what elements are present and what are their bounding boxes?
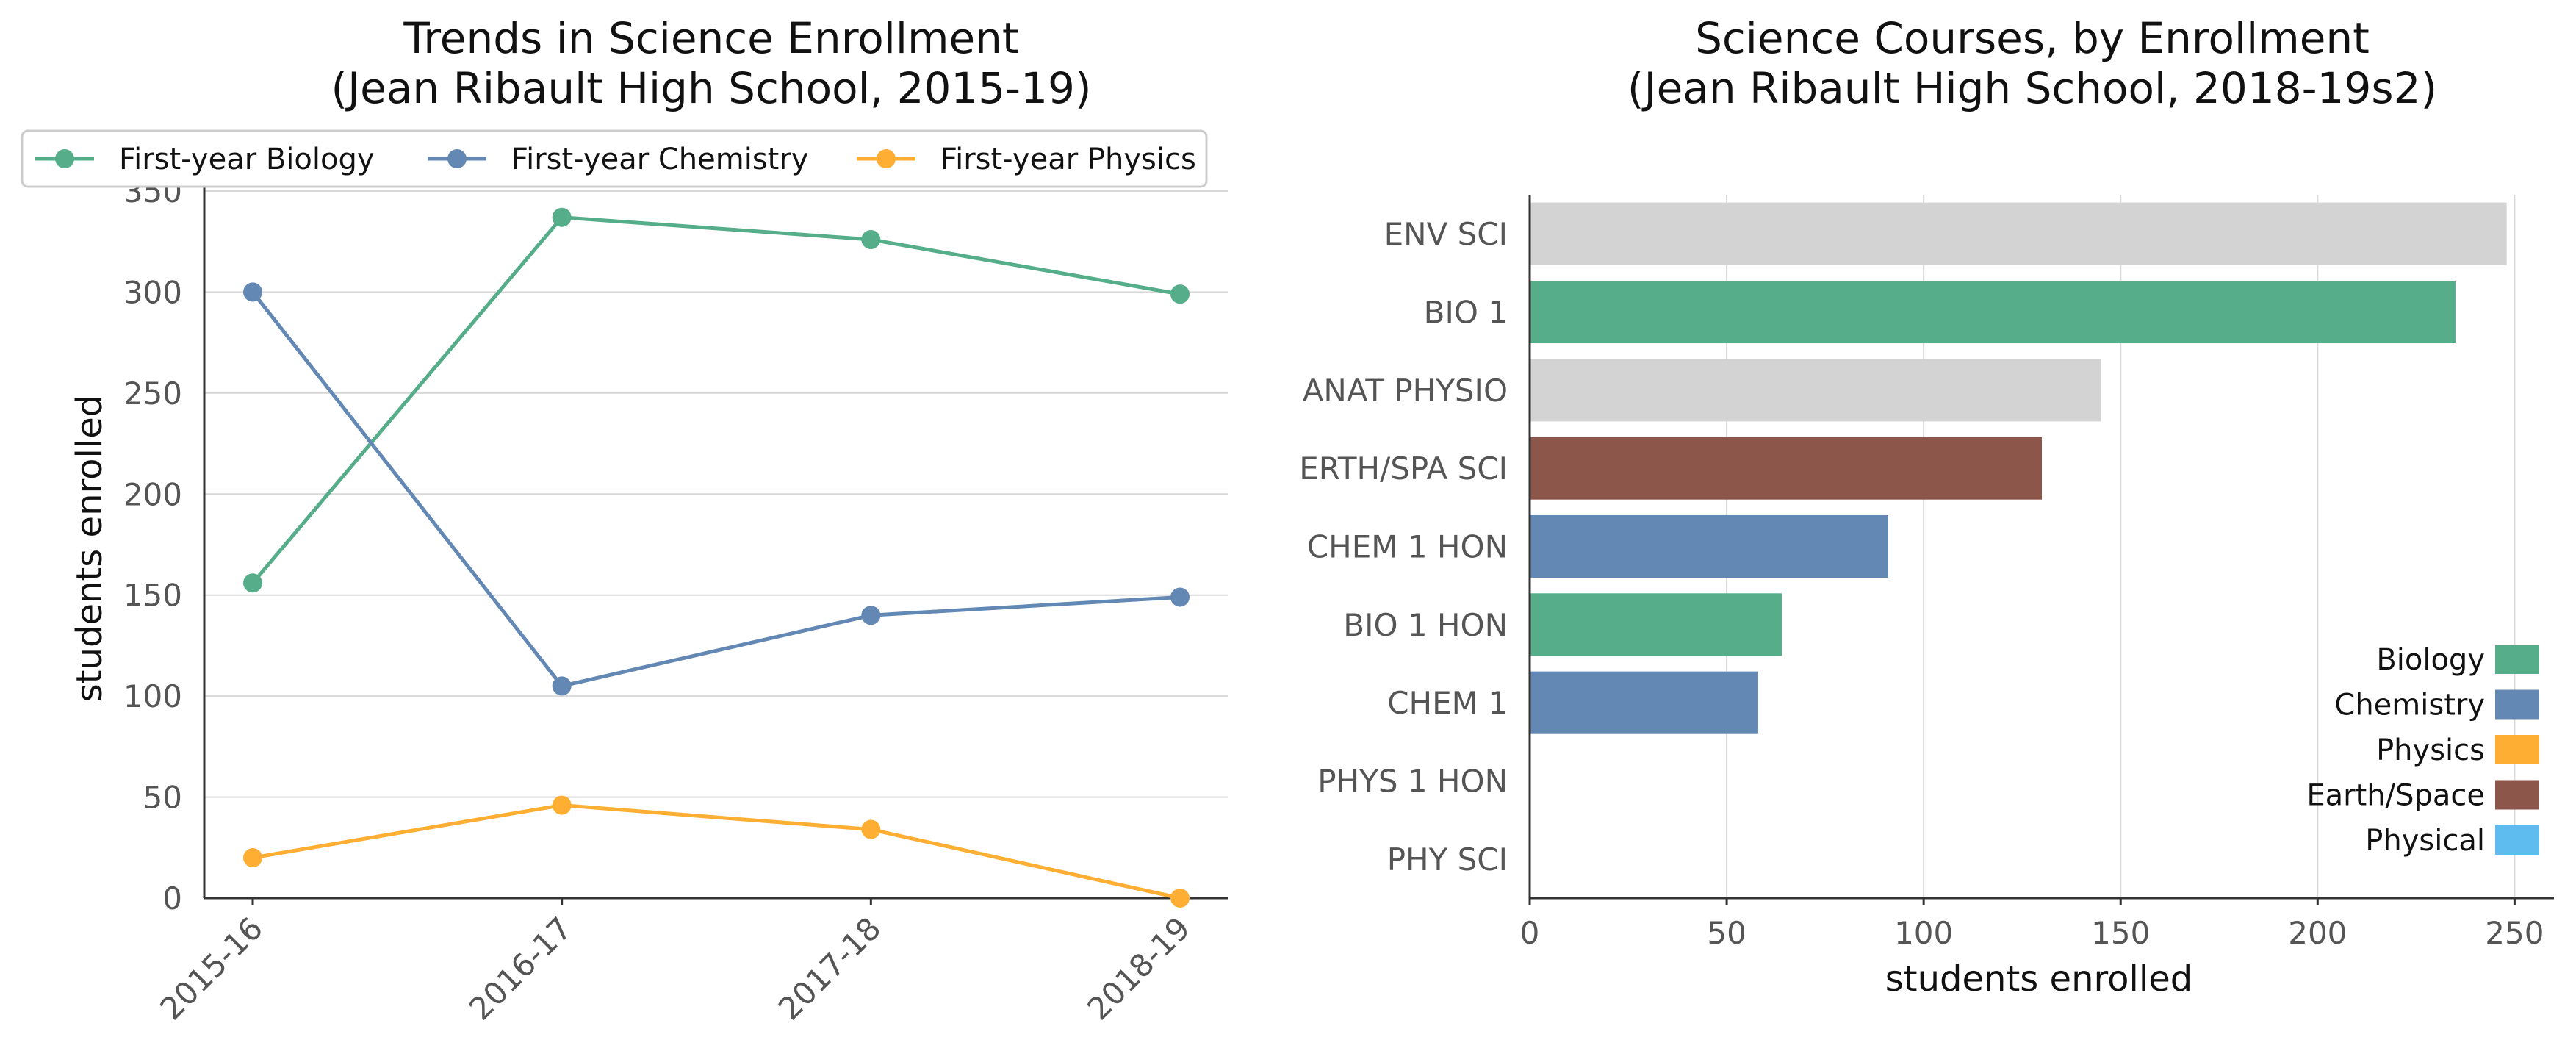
bar bbox=[1530, 280, 2456, 344]
legend-label-earth_space: Earth/Space bbox=[2306, 779, 2485, 813]
bar-chart-category-label: PHY SCI bbox=[1387, 842, 1508, 878]
bar-chart-x-axis-label: students enrolled bbox=[1885, 958, 2192, 1000]
data-point-physics bbox=[1170, 889, 1190, 908]
line-chart-y-tick-label: 150 bbox=[123, 578, 182, 614]
line-chart-y-tick-label: 300 bbox=[123, 274, 182, 310]
bar bbox=[1530, 671, 1758, 734]
line-chart-y-tick-label: 0 bbox=[162, 880, 182, 916]
bar-chart-title-line1: Science Courses, by Enrollment bbox=[1695, 13, 2370, 63]
data-point-physics bbox=[552, 795, 572, 815]
line-chart-x-tick-label: 2017-18 bbox=[771, 910, 888, 1027]
bar-chart-category-label: ERTH/SPA SCI bbox=[1299, 451, 1508, 487]
bar bbox=[1530, 437, 2042, 500]
bar-chart: Science Courses, by Enrollment (Jean Rib… bbox=[1299, 13, 2554, 1000]
bar-chart-category-label: ENV SCI bbox=[1384, 216, 1508, 252]
line-chart-x-ticks: 2015-16 2016-17 2017-18 2018-19 bbox=[153, 898, 1197, 1027]
bar-chart-category-label: ANAT PHYSIO bbox=[1303, 373, 1508, 409]
legend-label-chemistry: First-year Chemistry bbox=[511, 143, 808, 176]
series-chemistry bbox=[243, 282, 1190, 696]
bar-chart-x-tick-label: 150 bbox=[2091, 915, 2150, 951]
line-chart-y-tick-label: 250 bbox=[123, 376, 182, 412]
data-point-chemistry bbox=[243, 282, 262, 302]
bar-chart-x-tick-label: 200 bbox=[2288, 915, 2347, 951]
bar-chart-legend: Biology Chemistry Physics Earth/Space Physic… bbox=[2306, 643, 2539, 858]
bar-chart-category-label: CHEM 1 bbox=[1387, 685, 1508, 721]
bar-chart-category-label: CHEM 1 HON bbox=[1307, 529, 1508, 565]
line-chart-legend-box bbox=[21, 129, 1208, 188]
line-chart-y-tick-label: 200 bbox=[123, 476, 182, 512]
series-line-chemistry bbox=[251, 290, 1181, 689]
legend-label-physics: Physics bbox=[2376, 733, 2485, 767]
bar bbox=[1530, 514, 1888, 578]
data-point-physics bbox=[861, 819, 881, 839]
bar-chart-x-tick-label: 100 bbox=[1894, 915, 1953, 951]
series-line-biology bbox=[251, 215, 1181, 584]
data-point-biology bbox=[243, 573, 262, 593]
line-chart-gridlines bbox=[204, 190, 1228, 798]
bar bbox=[1530, 202, 2507, 265]
legend-label-physics: First-year Physics bbox=[940, 143, 1196, 176]
bar-chart-axes bbox=[1528, 195, 2554, 900]
bar-chart-title-line2: (Jean Ribault High School, 2018-19s2) bbox=[1627, 63, 2437, 113]
line-chart-axes bbox=[203, 185, 1228, 900]
legend-swatch-earth_space bbox=[2495, 780, 2539, 810]
bar-chart-x-tick-label: 250 bbox=[2485, 915, 2544, 951]
bar bbox=[1530, 593, 1782, 656]
bar-chart-bars bbox=[1530, 202, 2507, 734]
legend-swatch-physics bbox=[2495, 735, 2539, 764]
legend-label-biology: First-year Biology bbox=[119, 143, 375, 176]
legend-marker-chemistry bbox=[447, 149, 467, 168]
data-point-chemistry bbox=[861, 606, 881, 625]
bar-chart-x-tick-label: 0 bbox=[1520, 915, 1540, 951]
series-physics bbox=[243, 795, 1190, 908]
legend-label-biology: Biology bbox=[2376, 643, 2485, 677]
series-line-physics bbox=[252, 803, 1181, 900]
legend-marker-physics bbox=[877, 149, 896, 168]
line-chart-title-line2: (Jean Ribault High School, 2015-19) bbox=[331, 63, 1091, 113]
bar-chart-category-label: BIO 1 HON bbox=[1343, 607, 1508, 643]
series-biology bbox=[243, 207, 1190, 593]
line-chart-y-tick-label: 50 bbox=[143, 780, 182, 816]
bar-chart-x-ticks: 0 50 100 150 200 250 bbox=[1520, 898, 2544, 951]
bar-chart-category-label: PHYS 1 HON bbox=[1317, 764, 1508, 800]
data-point-biology bbox=[861, 229, 881, 249]
line-chart-y-tick-label: 100 bbox=[123, 678, 182, 714]
line-chart-title-line1: Trends in Science Enrollment bbox=[403, 13, 1018, 63]
legend-swatch-physical bbox=[2495, 825, 2539, 855]
line-chart: Trends in Science Enrollment (Jean Ribau… bbox=[21, 13, 1228, 1027]
line-chart-x-tick-label: 2018-19 bbox=[1080, 910, 1197, 1027]
legend-swatch-biology bbox=[2495, 645, 2539, 674]
data-point-biology bbox=[1170, 284, 1190, 304]
line-chart-x-tick-label: 2016-17 bbox=[462, 910, 579, 1027]
data-point-physics bbox=[243, 848, 262, 868]
bar-chart-category-labels: ENV SCI BIO 1 ANAT PHYSIO ERTH/SPA SCI CHEM … bbox=[1299, 216, 1508, 878]
data-point-chemistry bbox=[552, 676, 572, 696]
legend-label-physical: Physical bbox=[2365, 824, 2485, 858]
line-chart-series bbox=[243, 207, 1190, 908]
bar bbox=[1530, 359, 2101, 422]
legend-swatch-chemistry bbox=[2495, 689, 2539, 720]
legend-label-chemistry: Chemistry bbox=[2334, 689, 2485, 722]
data-point-biology bbox=[552, 207, 572, 227]
data-point-chemistry bbox=[1170, 587, 1190, 607]
line-chart-y-axis-label: students enrolled bbox=[69, 395, 110, 702]
line-chart-x-tick-label: 2015-16 bbox=[153, 910, 270, 1027]
legend-marker-biology bbox=[55, 149, 74, 168]
bar-chart-category-label: BIO 1 bbox=[1424, 295, 1508, 331]
line-chart-legend: First-year Biology First-year Chemistry Fi… bbox=[21, 129, 1208, 188]
bar-chart-x-tick-label: 50 bbox=[1707, 915, 1746, 951]
